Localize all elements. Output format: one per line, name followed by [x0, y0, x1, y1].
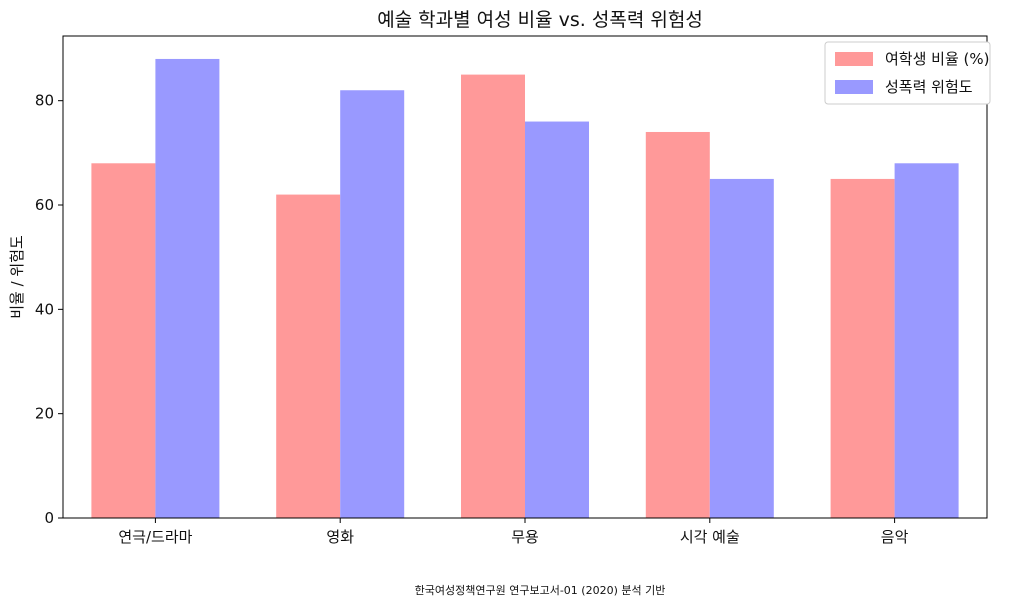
- chart-title: 예술 학과별 여성 비율 vs. 성폭력 위험성: [377, 9, 703, 31]
- axes-layer: 연극/드라마 영화 무용 시각 예술 음악 0 20 40 60 80: [35, 35, 988, 546]
- y-axis-label: 비율 / 위험도: [8, 235, 26, 319]
- legend-swatch-female-ratio: [835, 52, 873, 66]
- bar-female-ratio-3: [645, 131, 710, 519]
- x-tick-label-0: 연극/드라마: [118, 528, 192, 546]
- legend: 여학생 비율 (%) 성폭력 위험도: [824, 41, 991, 105]
- y-tick-label-1: 20: [35, 405, 54, 423]
- y-tick-label-3: 60: [35, 196, 54, 214]
- bar-female-ratio-2: [461, 74, 525, 518]
- plot-frame: [62, 35, 988, 519]
- source-footnote: 한국여성정책연구원 연구보고서-01 (2020) 분석 기반: [415, 584, 666, 597]
- x-tick-label-1: 영화: [326, 528, 354, 546]
- x-tick-label-2: 무용: [511, 528, 539, 546]
- bar-female-ratio-4: [830, 178, 895, 519]
- bar-violence-risk-0: [155, 58, 220, 518]
- legend-label-violence-risk: 성폭력 위험도: [885, 78, 973, 96]
- x-tick-label-3: 시각 예술: [680, 528, 740, 546]
- legend-label-female-ratio: 여학생 비율 (%): [885, 50, 990, 68]
- y-tick-label-4: 80: [35, 92, 54, 110]
- bar-female-ratio-1: [276, 194, 341, 519]
- y-tick-label-0: 0: [44, 509, 54, 527]
- legend-swatch-violence-risk: [835, 80, 873, 94]
- bar-violence-risk-2: [525, 121, 589, 519]
- y-tick-label-2: 40: [35, 300, 54, 318]
- bar-violence-risk-1: [340, 90, 405, 518]
- x-tick-label-4: 음악: [881, 528, 909, 546]
- bar-female-ratio-0: [91, 163, 156, 519]
- bars-layer: [91, 58, 959, 519]
- bar-violence-risk-4: [894, 163, 959, 519]
- bar-violence-risk-3: [709, 178, 774, 519]
